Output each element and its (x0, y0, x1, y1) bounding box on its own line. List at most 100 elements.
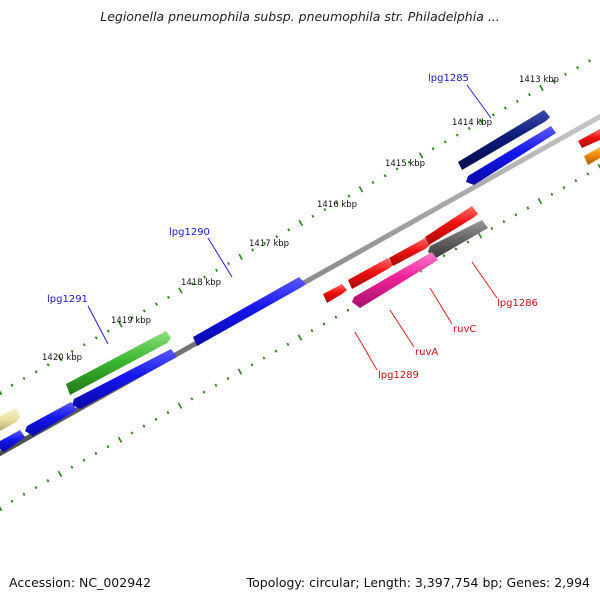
minor-tick (287, 228, 291, 232)
callout-line (429, 287, 453, 325)
minor-tick (166, 410, 170, 415)
minor-tick (274, 349, 278, 353)
gene-label-lpg1289: lpg1289 (378, 370, 419, 381)
major-tick (57, 355, 63, 362)
gene-lpg1286[interactable] (428, 220, 488, 258)
minor-tick (586, 172, 590, 176)
gene-lpg1285[interactable] (458, 110, 550, 170)
major-tick (298, 219, 304, 227)
major-tick (479, 118, 484, 125)
callout-line (207, 237, 233, 278)
minor-tick (215, 268, 218, 272)
gene-label-lpg1285: lpg1285 (428, 73, 469, 84)
minor-tick (10, 499, 14, 503)
genome-stats-text: Topology: circular; Length: 3,397,754 bp… (246, 575, 590, 590)
gene-lpg1290[interactable] (193, 277, 306, 346)
minor-tick (106, 329, 110, 333)
minor-tick (226, 376, 230, 381)
minor-tick (286, 342, 290, 346)
major-tick (117, 436, 123, 443)
minor-tick (130, 316, 134, 320)
minor-tick (142, 309, 146, 313)
minor-tick (34, 370, 38, 374)
major-tick (297, 334, 303, 341)
minor-tick (227, 262, 230, 266)
gene-lpg1289-pink[interactable] (352, 252, 438, 308)
minor-tick (203, 275, 206, 279)
minor-tick (442, 254, 446, 258)
minor-tick (454, 247, 458, 251)
gene-orange-partial[interactable] (584, 147, 600, 165)
minor-tick (250, 363, 254, 367)
gene-red-partial[interactable] (578, 129, 600, 148)
tick-label: 1414 kbp (452, 118, 492, 128)
minor-tick (528, 93, 531, 97)
minor-tick (371, 180, 375, 185)
minor-tick (130, 431, 134, 435)
gene-label-lpg1286: lpg1286 (497, 298, 538, 309)
major-tick (118, 321, 123, 328)
gene-blue-reverse-mid[interactable] (72, 349, 177, 409)
minor-tick (588, 59, 591, 63)
gene-labels-bottom: lpg1286 ruvC ruvA lpg1289 (354, 261, 538, 381)
minor-tick (262, 356, 266, 360)
minor-tick (251, 248, 255, 252)
major-tick (57, 470, 63, 478)
minor-tick (383, 174, 387, 178)
callout-line (466, 84, 492, 119)
minor-tick (334, 315, 338, 319)
minor-tick (574, 179, 578, 183)
outer-dotted-ring (0, 59, 591, 396)
minor-tick (190, 397, 194, 401)
minor-tick (466, 240, 470, 244)
minor-tick (263, 241, 267, 245)
gene-lpg1291[interactable] (66, 331, 171, 395)
minor-tick (275, 234, 279, 239)
callout-line (354, 331, 378, 371)
minor-tick (515, 99, 519, 103)
minor-tick (311, 214, 315, 218)
major-tick (477, 232, 483, 239)
gene-blue-reverse-small[interactable] (25, 402, 77, 436)
gene-red-3[interactable] (389, 238, 430, 266)
gene-blue-reverse-edge[interactable] (0, 430, 25, 452)
gene-khaki-partial[interactable] (0, 408, 20, 431)
major-tick (0, 390, 3, 396)
reverse-strand-genes (0, 126, 556, 452)
minor-tick (503, 106, 507, 110)
minor-tick (46, 363, 50, 367)
minor-tick (562, 185, 566, 190)
minor-tick (310, 329, 314, 333)
minor-tick (335, 201, 339, 205)
gene-label-lpg1290: lpg1290 (169, 227, 210, 238)
gene-red-4[interactable] (425, 206, 478, 245)
minor-tick (467, 126, 471, 131)
gene-blue-reverse-top[interactable] (466, 126, 556, 185)
gene-labels-top: lpg1285 lpg1290 lpg1291 (47, 73, 492, 345)
major-tick (177, 402, 183, 409)
inner-dotted-ring (0, 163, 600, 512)
accession-text: Accession: NC_002942 (9, 575, 152, 590)
major-tick (178, 287, 183, 294)
minor-tick (70, 349, 74, 354)
gene-red-1[interactable] (323, 284, 347, 303)
major-tick (537, 197, 543, 205)
minor-tick (167, 295, 170, 299)
minor-tick (491, 113, 495, 117)
gene-label-lpg1291: lpg1291 (47, 294, 88, 305)
minor-tick (214, 383, 218, 387)
minor-tick (82, 458, 86, 462)
gene-red-2[interactable] (348, 258, 393, 289)
minor-tick (22, 492, 26, 496)
tick-label: 1417 kbp (249, 239, 289, 249)
minor-tick (191, 282, 194, 286)
minor-tick (455, 133, 459, 137)
minor-tick (576, 66, 579, 70)
major-tick (237, 368, 243, 375)
minor-tick (46, 479, 50, 483)
minor-tick (202, 390, 206, 394)
minor-tick (564, 72, 567, 76)
minor-tick (154, 417, 158, 421)
gene-label-ruvC: ruvC (453, 324, 476, 335)
